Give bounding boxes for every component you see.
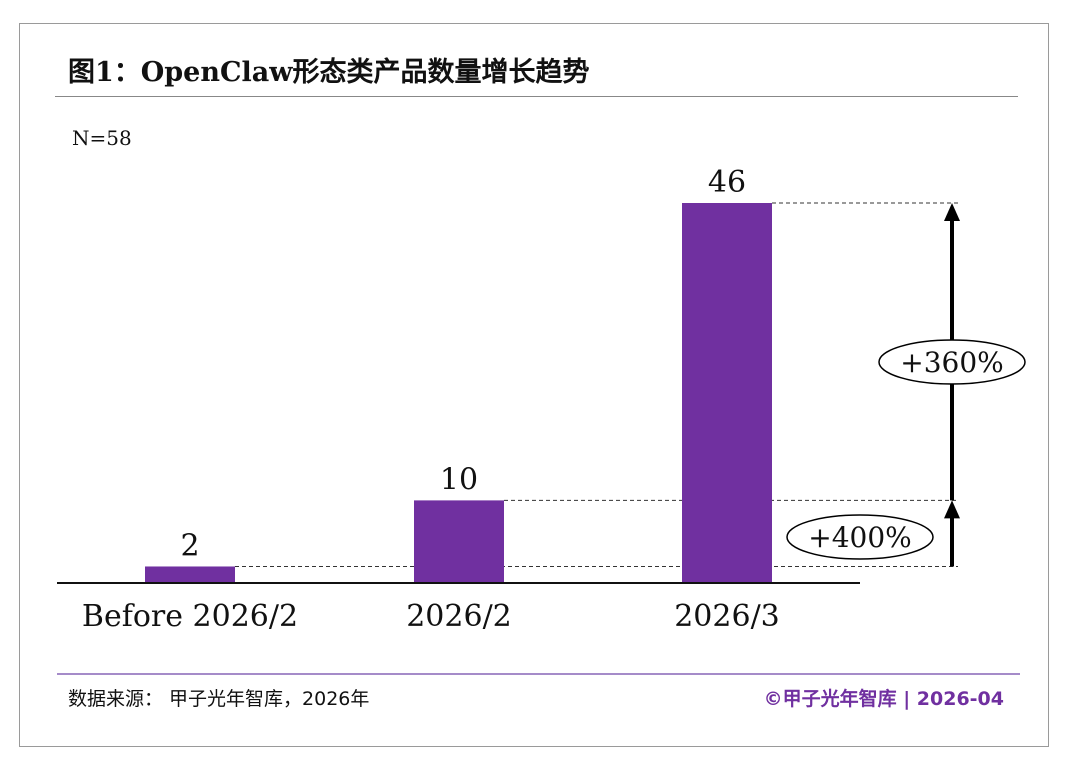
x-tick-label: 2026/3 (674, 599, 780, 634)
growth-label: +360% (900, 346, 1004, 379)
data-label: 2 (180, 528, 199, 563)
x-tick-label: 2026/2 (406, 599, 512, 634)
bar (414, 500, 504, 583)
sample-size-note: N=58 (72, 126, 132, 150)
growth-badge (878, 339, 1026, 385)
chart-frame (19, 23, 1049, 747)
chart-title: 图1：OpenClaw形态类产品数量增长趋势 (68, 57, 590, 88)
growth-badge (786, 514, 934, 560)
growth-label: +400% (808, 521, 912, 554)
data-source: 数据来源： 甲子光年智库，2026年 (68, 688, 370, 710)
footer-divider (57, 673, 1020, 675)
data-label: 46 (708, 165, 746, 200)
bar (682, 203, 772, 583)
title-divider (55, 96, 1018, 97)
x-tick-label: Before 2026/2 (82, 599, 298, 634)
arrowhead-icon (944, 500, 960, 519)
arrowhead-icon (944, 203, 960, 221)
data-label: 10 (440, 462, 478, 497)
bar (145, 566, 235, 583)
copyright: ©甲子光年智库 | 2026-04 (763, 688, 1004, 710)
